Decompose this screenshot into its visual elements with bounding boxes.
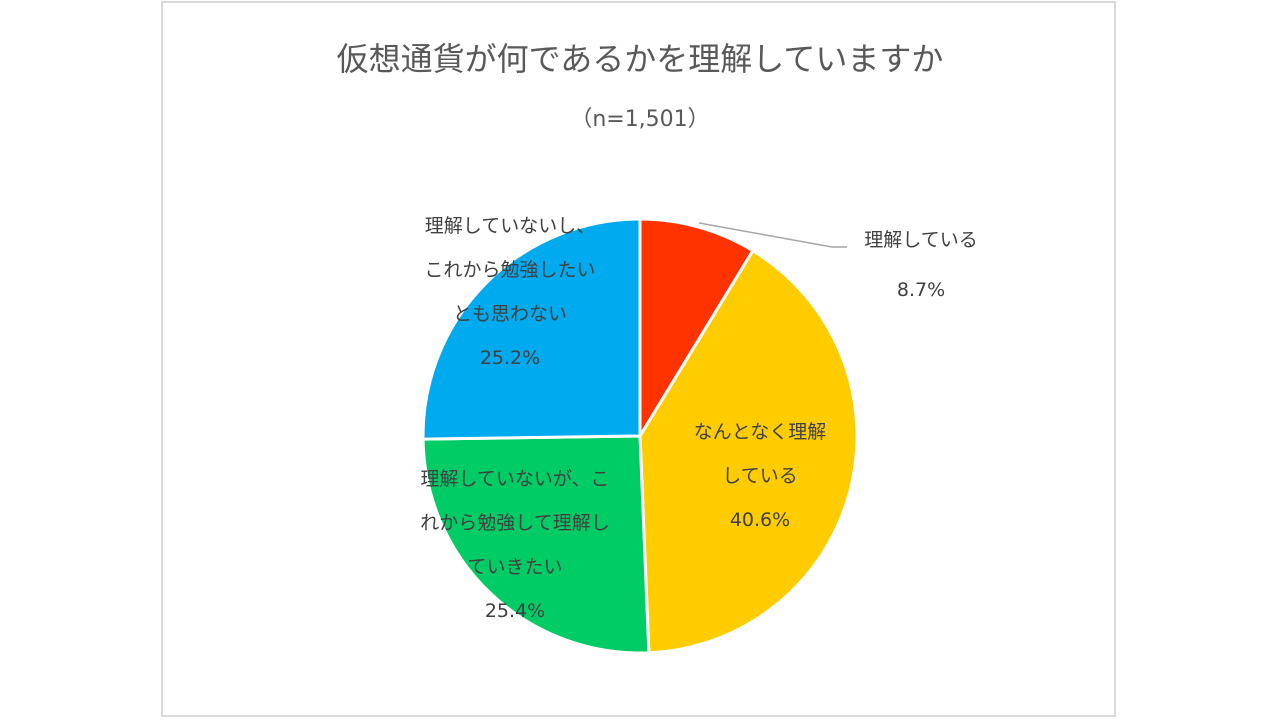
chart-subtitle: （n=1,501） (570, 107, 710, 132)
label-text-line1: 理解していないし、 (424, 215, 596, 237)
label-text-line2: これから勉強したい (424, 259, 596, 281)
label-text-line2: れから勉強して理解し (420, 512, 610, 534)
pie-slice (421, 434, 651, 655)
data-label-understand: 理解している 8.7% (846, 222, 996, 309)
pie-slice (421, 217, 642, 441)
label-percent: 40.6% (729, 509, 791, 531)
label-percent: 25.2% (479, 347, 541, 369)
pie-slice (638, 217, 755, 442)
leader-line (698, 222, 847, 248)
data-label-somewhat-understand: なんとなく理解 している 40.6% (660, 414, 860, 539)
label-text-line2: している (722, 465, 798, 487)
data-label-will-study: 理解していないが、こ れから勉強して理解し ていきたい 25.4% (370, 461, 660, 630)
label-percent: 8.7% (896, 279, 946, 301)
label-percent: 25.4% (484, 600, 546, 622)
label-text-line3: ていきたい (467, 556, 563, 578)
pie-slices (421, 217, 859, 655)
pie-slice (638, 248, 859, 655)
label-text-line1: なんとなく理解 (693, 421, 827, 443)
label-text-line1: 理解していないが、こ (420, 468, 610, 490)
data-label-no-interest: 理解していないし、 これから勉強したい とも思わない 25.2% (380, 208, 640, 377)
label-text-line3: とも思わない (452, 303, 567, 325)
label-text: 理解している (864, 229, 978, 251)
chart-title: 仮想通貨が何であるかを理解していますか (336, 40, 944, 78)
